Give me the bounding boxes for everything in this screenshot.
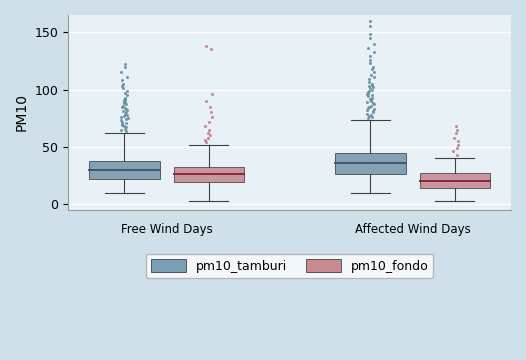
- Bar: [174, 167, 244, 183]
- Bar: [335, 153, 406, 174]
- Legend: pm10_tamburi, pm10_fondo: pm10_tamburi, pm10_fondo: [146, 254, 433, 278]
- Bar: [420, 173, 490, 188]
- Y-axis label: PM10: PM10: [15, 94, 29, 131]
- Bar: [89, 161, 159, 179]
